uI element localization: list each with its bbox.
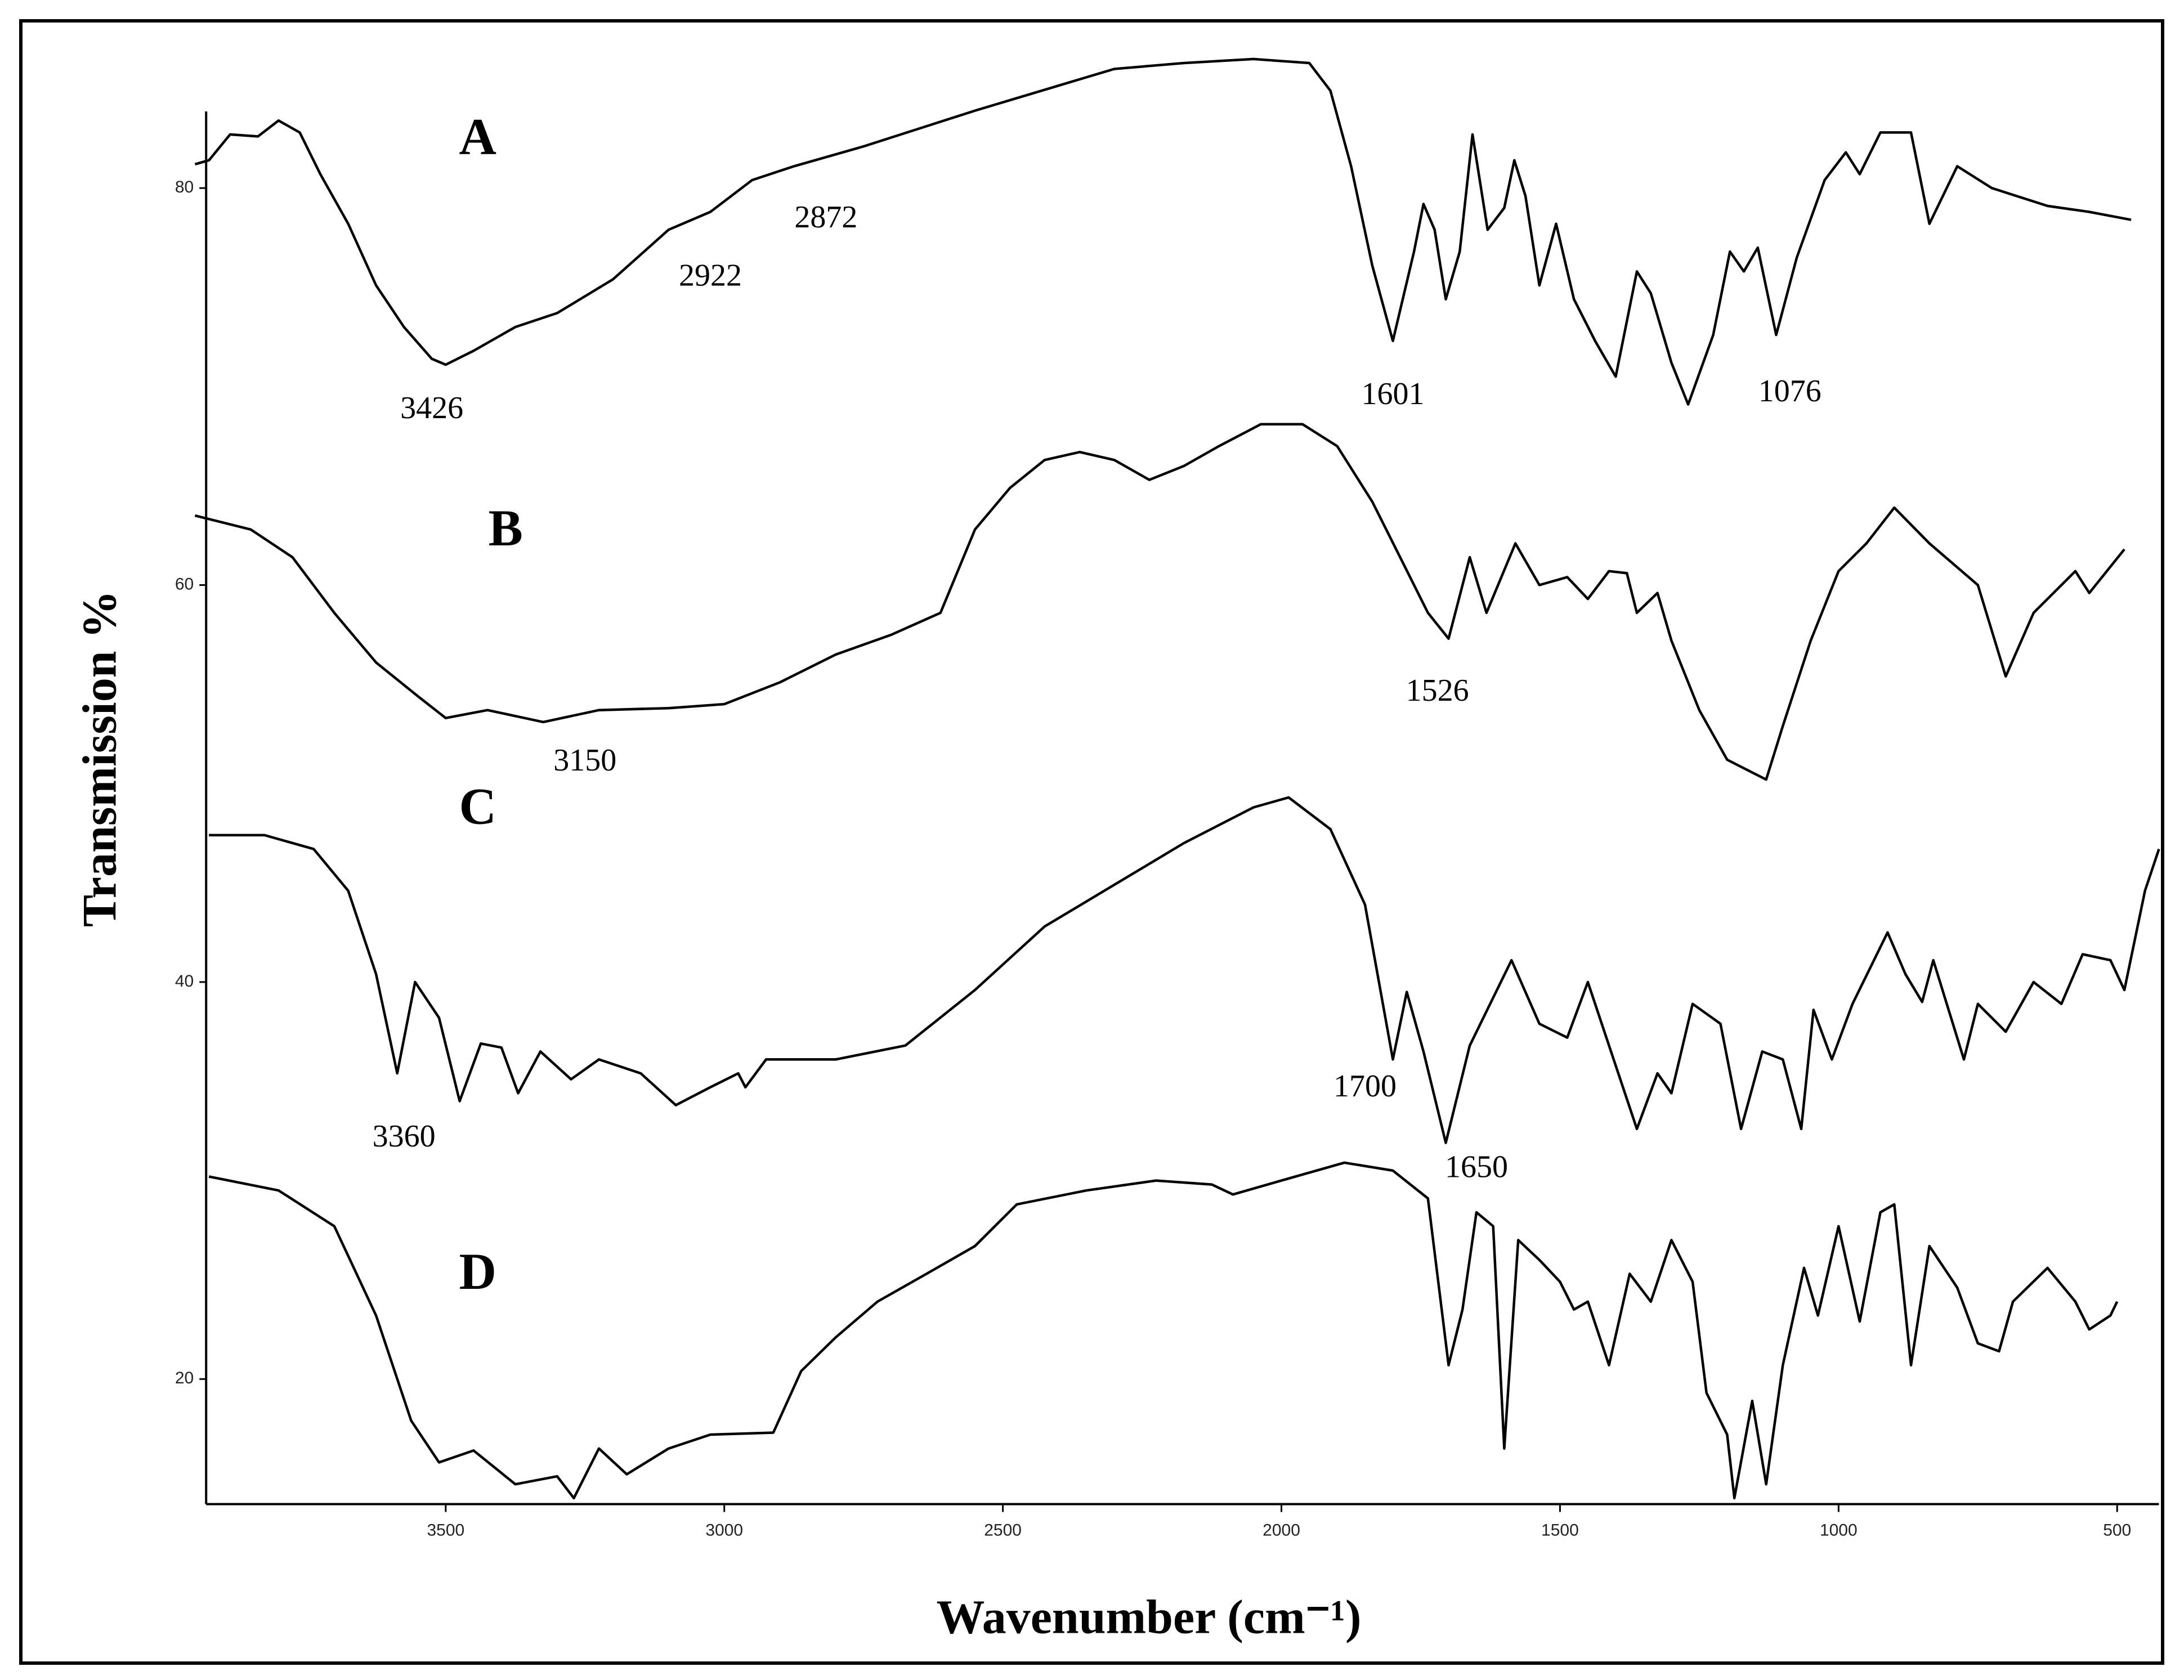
peak-label: 1700: [1333, 1069, 1397, 1104]
x-tick-label: 3500: [427, 1521, 464, 1539]
spectrum-line: [208, 1161, 2119, 1500]
spectrum-line: [194, 57, 2132, 406]
peak-label: 1526: [1406, 673, 1469, 708]
peak-label: 3426: [400, 391, 463, 425]
peak-label: 3360: [373, 1119, 436, 1154]
spectrum-line: [194, 423, 2125, 781]
peak-label: 1076: [1758, 374, 1822, 409]
x-tick-label: 1500: [1541, 1521, 1579, 1539]
peak-label: 1601: [1361, 377, 1424, 411]
y-tick-label: 40: [175, 972, 194, 991]
frame: [19, 19, 2164, 1665]
y-tick-label: 60: [175, 575, 194, 593]
x-axis-title: Wavenumber (cm⁻¹): [936, 1590, 1361, 1644]
series-label: A: [459, 108, 496, 165]
peak-label: 2922: [679, 258, 742, 293]
series-label: C: [459, 778, 496, 835]
peak-label: 1650: [1445, 1149, 1508, 1184]
x-tick-label: 500: [2103, 1521, 2131, 1539]
peak-label: 2872: [794, 200, 857, 235]
x-tick-label: 2000: [1263, 1521, 1300, 1539]
x-tick-label: 1000: [1820, 1521, 1858, 1539]
y-tick-label: 20: [175, 1369, 194, 1387]
series-label: B: [489, 499, 523, 557]
series-label: D: [459, 1243, 496, 1300]
spectrum-line: [209, 796, 2160, 1144]
y-tick-label: 80: [175, 178, 194, 196]
peak-label: 3150: [553, 743, 616, 778]
x-tick-label: 3000: [705, 1521, 743, 1539]
x-tick-label: 2500: [984, 1521, 1022, 1539]
y-axis-title: Transmission %: [73, 590, 127, 927]
